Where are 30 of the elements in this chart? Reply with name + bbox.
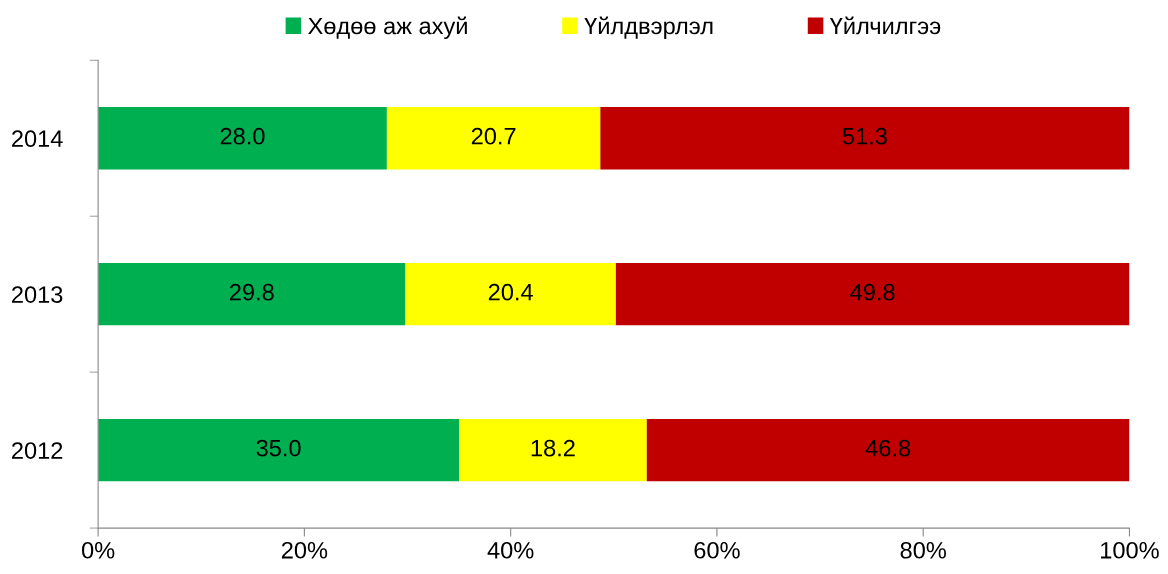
data-label: 28.0 — [220, 127, 265, 145]
data-label: 18.2 — [531, 439, 575, 457]
data-label: 35.0 — [256, 439, 301, 457]
x-tick-label: 80% — [900, 541, 946, 559]
bar — [386, 107, 601, 170]
bar — [98, 418, 460, 482]
data-label: 20.4 — [488, 283, 533, 301]
bar — [405, 262, 616, 326]
bar — [98, 262, 406, 326]
x-tick-label: 60% — [694, 541, 740, 559]
data-label: 29.8 — [230, 283, 274, 301]
data-label: 51.3 — [842, 127, 887, 145]
bar — [98, 107, 387, 170]
bar — [646, 418, 1130, 482]
x-tick-label: 100% — [1101, 541, 1159, 559]
bar — [600, 107, 1130, 170]
y-tick-label: 2012 — [12, 442, 63, 459]
legend-label: Үйлчилгээ — [829, 16, 941, 35]
data-label: 49.8 — [850, 283, 895, 301]
bar — [615, 262, 1130, 326]
data-label: 20.7 — [471, 127, 516, 145]
bar — [459, 418, 647, 482]
y-tick-label: 2013 — [12, 286, 63, 303]
y-tick-label: 2014 — [12, 130, 63, 148]
data-label: 46.8 — [865, 439, 911, 457]
legend-label: Хөдөө аж ахуй — [308, 16, 467, 40]
x-tick-label: 20% — [281, 541, 328, 559]
x-tick-label: 0% — [81, 541, 115, 559]
x-tick-label: 40% — [487, 541, 534, 559]
legend-label: Үйлдвэрлэл — [584, 16, 713, 40]
